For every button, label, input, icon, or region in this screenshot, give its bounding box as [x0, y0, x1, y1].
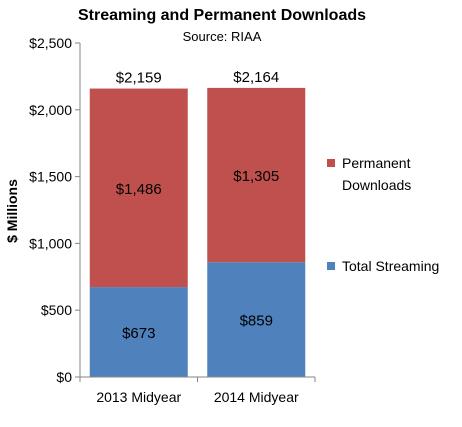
legend-label: Permanent [342, 155, 411, 171]
y-axis-ticks: $0 $500 $1,000 $1,500 $2,000 $2,500 [29, 35, 80, 385]
y-tick-label: $2,000 [29, 102, 72, 118]
legend-swatch [327, 159, 335, 167]
y-tick-label: $1,000 [29, 235, 72, 251]
legend-swatch [327, 262, 335, 270]
data-label: $673 [122, 325, 155, 342]
bars: $673 $1,486 $2,159 $859 $1,305 $2,164 [89, 69, 306, 377]
legend: Permanent Downloads Total Streaming [327, 155, 439, 274]
bar-segment [207, 262, 306, 377]
y-tick-label: $500 [41, 302, 72, 318]
x-category-label: 2013 Midyear [96, 389, 181, 405]
x-axis-categories: 2013 Midyear 2014 Midyear [79, 377, 316, 405]
chart-subtitle: Source: RIAA [183, 29, 262, 44]
y-tick-label: $0 [56, 369, 72, 385]
legend-label: Total Streaming [342, 258, 439, 274]
data-label: $859 [240, 313, 273, 330]
y-tick-label: $1,500 [29, 169, 72, 185]
y-axis-label: $ Millions [4, 179, 20, 243]
bar-segment [89, 287, 188, 377]
total-label: $2,164 [233, 69, 279, 86]
data-label: $1,486 [116, 181, 162, 198]
y-tick-label: $2,500 [29, 35, 72, 51]
x-category-label: 2014 Midyear [214, 389, 299, 405]
bar-segment [207, 87, 306, 263]
chart-title: Streaming and Permanent Downloads [78, 7, 366, 24]
data-label: $1,305 [233, 168, 279, 185]
bar-segment [89, 88, 188, 288]
total-label: $2,159 [116, 70, 162, 87]
legend-label: Downloads [342, 177, 411, 193]
